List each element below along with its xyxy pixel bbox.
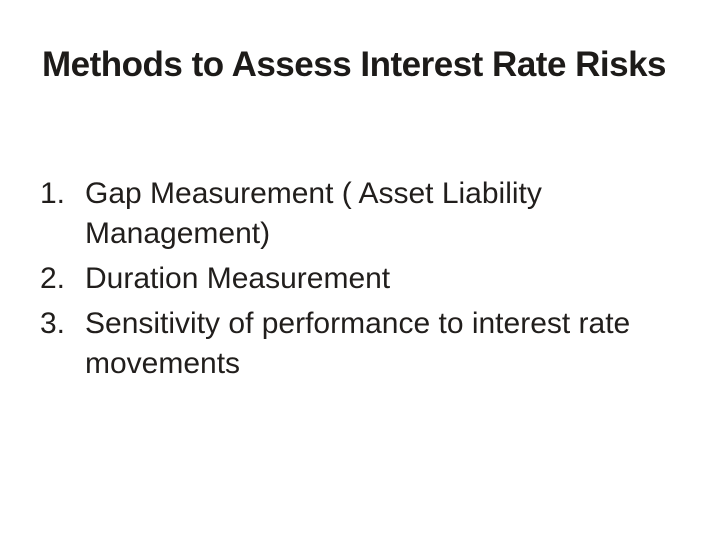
list-item-number: 3. (40, 307, 66, 340)
list-item-text: Sensitivity of performance to interest r… (85, 307, 631, 380)
list-item: 3. Sensitivity of performance to interes… (40, 304, 645, 384)
list-item-text: Gap Measurement ( Asset Liability Manage… (85, 177, 542, 250)
list-item-number: 2. (40, 262, 66, 295)
numbered-list: 1. Gap Measurement ( Asset Liability Man… (40, 174, 645, 389)
list-item: 2. Duration Measurement (40, 259, 645, 299)
slide-title: Methods to Assess Interest Rate Risks (42, 45, 667, 84)
list-item-text: Duration Measurement (85, 262, 391, 295)
list-item: 1. Gap Measurement ( Asset Liability Man… (40, 174, 645, 254)
list-item-number: 1. (40, 177, 66, 210)
